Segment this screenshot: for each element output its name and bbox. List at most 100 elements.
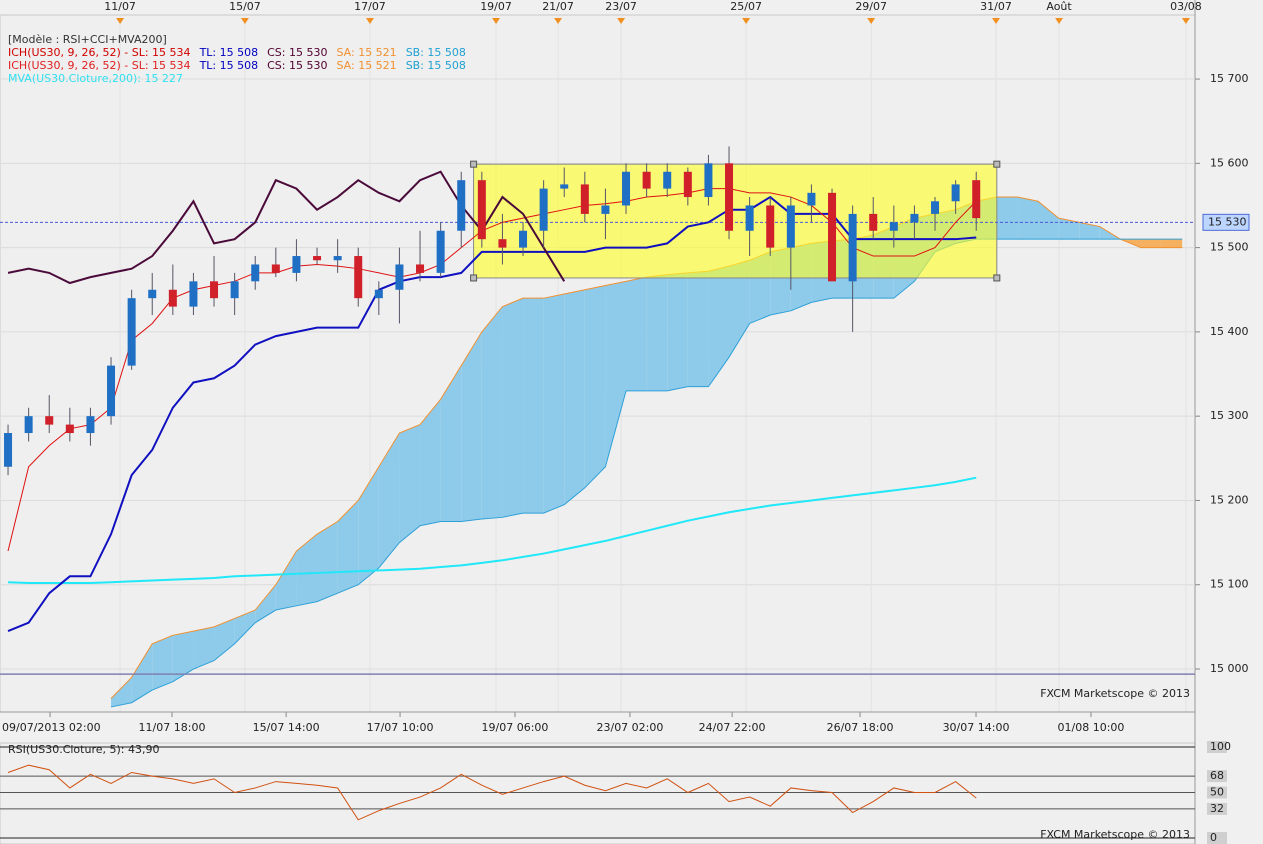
- y-tick-label: 50: [1210, 786, 1224, 799]
- candle-body: [889, 222, 898, 231]
- y-tick-label: 15 700: [1210, 72, 1249, 85]
- candle-body: [168, 289, 177, 307]
- y-tick-label: 15 000: [1210, 662, 1249, 675]
- candle-body: [807, 192, 816, 206]
- y-tick-label: 32: [1210, 802, 1224, 815]
- cloud-fill: [440, 365, 462, 522]
- cloud-fill: [646, 274, 668, 391]
- cloud-fill: [1038, 201, 1059, 240]
- box-handle: [470, 274, 478, 282]
- candle-body: [313, 256, 322, 261]
- candle-body: [210, 281, 219, 299]
- candle-body: [951, 184, 960, 202]
- top-date-label: 25/07: [730, 0, 762, 13]
- rsi-title: RSI(US30.Cloture, 5): 43,90: [8, 743, 159, 756]
- box-handle: [993, 160, 1001, 168]
- legend-entry: MVA(US30.Cloture,200): 15 227: [8, 72, 183, 85]
- cloud-line: [110, 238, 1183, 708]
- candle-body: [457, 180, 466, 231]
- cloud-fill: [1058, 218, 1080, 240]
- candle-body: [622, 171, 631, 206]
- y-tick-label: 15 600: [1210, 156, 1249, 169]
- candle-body: [395, 264, 404, 290]
- candle-body: [931, 201, 940, 214]
- candle-body: [725, 163, 734, 231]
- candle-body: [45, 416, 54, 425]
- cloud-fill: [358, 466, 379, 585]
- candle-body: [663, 171, 672, 189]
- date-marker: [1055, 18, 1064, 24]
- candle-body: [271, 264, 280, 273]
- candle-body: [148, 289, 157, 299]
- rsi-line: [7, 764, 977, 821]
- cloud-fill: [214, 618, 235, 661]
- box-handle: [470, 160, 478, 168]
- candle-body: [189, 281, 198, 307]
- legend-entry: SA: 15 521: [336, 46, 396, 59]
- legend-entry: CS: 15 530: [267, 46, 327, 59]
- candle-body: [230, 281, 239, 299]
- candle-body: [127, 298, 136, 366]
- cloud-fill: [584, 285, 606, 488]
- y-tick-box: [1207, 770, 1227, 783]
- rsi-panel: [0, 742, 1196, 844]
- candle-body: [374, 289, 383, 299]
- cloud-fill: [111, 677, 132, 707]
- legend-line: ICH(US30, 9, 26, 52) - SL: 15 534 TL: 15 …: [8, 59, 466, 72]
- top-date-label: 03/08: [1170, 0, 1202, 13]
- y-tick-box: [1207, 832, 1227, 844]
- y-tick-box: [1207, 741, 1227, 753]
- candle-body: [972, 180, 981, 219]
- indicator-line: [7, 476, 977, 585]
- cloud-fill: [1079, 222, 1100, 240]
- cloud-fill: [708, 266, 730, 387]
- candle-body: [354, 256, 363, 299]
- y-tick-label: 15 100: [1210, 578, 1249, 591]
- candle-body: [683, 171, 692, 198]
- y-tick-label: 100: [1210, 740, 1231, 753]
- cloud-fill: [1161, 239, 1183, 248]
- date-marker: [992, 18, 1001, 24]
- legend-entry: TL: 15 508: [199, 46, 259, 59]
- candle-body: [498, 239, 507, 248]
- candle-body: [251, 264, 260, 282]
- candle-body: [766, 205, 775, 248]
- y-tick-label: 15 200: [1210, 493, 1249, 506]
- top-date-label: 23/07: [605, 0, 637, 13]
- cloud-fill: [337, 500, 359, 594]
- legend-entry: SA: 15 521: [336, 59, 396, 72]
- indicator-line: [7, 170, 566, 285]
- legend-entry: SB: 15 508: [406, 46, 466, 59]
- candle-body: [560, 184, 569, 189]
- cloud-fill: [317, 521, 338, 602]
- cloud-fill: [564, 289, 585, 505]
- cloud-fill: [687, 271, 709, 387]
- y-tick-label: 15 400: [1210, 325, 1249, 338]
- legend-line: MVA(US30.Cloture,200): 15 227: [8, 72, 183, 85]
- x-tick-label: 11/07 18:00: [139, 721, 206, 734]
- y-tick-label: 15 500: [1210, 241, 1249, 254]
- cloud-fill: [996, 197, 1018, 240]
- cloud-fill: [729, 260, 750, 358]
- candle-body: [477, 180, 486, 240]
- candle-body: [642, 171, 651, 189]
- cloud-fill: [152, 635, 173, 691]
- top-date-label: 21/07: [542, 0, 574, 13]
- cloud-fill: [1017, 197, 1039, 240]
- cloud-fill: [172, 631, 194, 682]
- x-tick-label: 24/07 22:00: [699, 721, 766, 734]
- top-date-label: 11/07: [104, 0, 136, 13]
- legend-line: ICH(US30, 9, 26, 52) - SL: 15 534 TL: 15 …: [8, 46, 466, 59]
- cloud-fill: [193, 626, 215, 670]
- candle-body: [86, 416, 95, 434]
- top-date-label: 17/07: [354, 0, 386, 13]
- candle-body: [24, 416, 33, 434]
- cloud-fill: [399, 424, 421, 543]
- date-marker: [554, 18, 563, 24]
- candle-body: [910, 213, 919, 223]
- x-tick-label: 09/07/2013 02:00: [2, 721, 101, 734]
- date-marker: [116, 18, 125, 24]
- date-marker: [1181, 18, 1190, 24]
- legend-entry: SB: 15 508: [406, 59, 466, 72]
